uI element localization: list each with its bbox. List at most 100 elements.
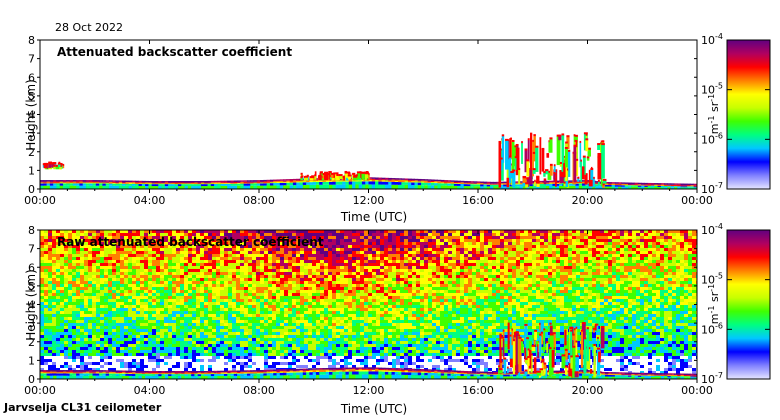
heatmap-cell [688,269,692,272]
heatmap-cell [348,275,352,278]
heatmap-cell [560,248,564,251]
heatmap-cell [224,260,228,263]
cloud-top-cell [600,140,603,143]
heatmap-cell [48,245,52,248]
heatmap-cell [272,290,276,293]
heatmap-cell [452,272,456,275]
boundary-layer-cell [191,182,195,184]
heatmap-cell [384,272,388,275]
boundary-layer-cell [76,182,80,184]
heatmap-cell [84,242,88,245]
cloud-cell [535,147,539,172]
boundary-layer-cell [240,185,245,189]
heatmap-cell [444,242,448,245]
heatmap-cell [284,290,288,293]
boundary-layer-cell [253,180,258,182]
heatmap-cell [400,287,404,290]
heatmap-cell [500,242,504,245]
heatmap-cell [500,263,504,266]
heatmap-cell [560,242,564,245]
heatmap-cell [404,245,408,248]
heatmap-cell [316,272,320,275]
boundary-layer-cell [292,182,297,186]
heatmap-cell [160,248,164,251]
boundary-layer-cell [401,180,406,183]
heatmap-cell [548,269,552,272]
heatmap-cell [308,230,312,233]
heatmap-cell [444,239,448,242]
heatmap-cell [180,248,184,251]
heatmap-cell [132,236,136,239]
heatmap-cell [588,245,592,248]
heatmap-cell [120,278,124,281]
boundary-layer-cell [476,181,481,183]
boundary-layer-cell [296,185,301,189]
heatmap-cell [272,272,276,275]
heatmap-cell [612,281,616,284]
heatmap-cell [316,239,320,242]
heatmap-cell [92,230,96,233]
heatmap-cell [100,290,104,293]
heatmap-cell [536,245,540,248]
cloud-top-cell [585,133,588,136]
heatmap-cell [280,233,284,236]
boundary-layer-cell [585,185,590,189]
heatmap-cell [352,281,356,284]
heatmap-cell [452,254,456,257]
heatmap-cell [388,266,392,269]
boundary-layer-cell [591,185,596,189]
boundary-layer-cell [214,183,218,186]
heatmap-cell [328,263,332,266]
heatmap-cell [48,233,52,236]
boundary-layer-cell [447,180,452,182]
heatmap-cell [596,275,600,278]
heatmap-cell [464,284,468,287]
cloud-cell [575,160,579,176]
heatmap-cell [256,230,260,233]
heatmap-cell [360,269,364,272]
heatmap-cell [544,242,548,245]
heatmap-cell [580,272,584,275]
boundary-layer-cell [151,180,156,183]
heatmap-cell [428,245,432,248]
heatmap-cell [244,254,248,257]
heatmap-cell [40,269,44,272]
heatmap-cell [216,251,220,254]
boundary-layer-cell [138,182,143,184]
boundary-layer-cell [568,181,573,183]
heatmap-cell [152,242,156,245]
heatmap-cell [292,281,296,284]
heatmap-cell [224,266,228,269]
heatmap-cell [380,266,384,269]
y-tick-label: 0 [28,183,35,196]
heatmap-cell [208,230,212,233]
heatmap-cell [468,266,472,269]
heatmap-cell [244,248,248,251]
heatmap-cell [664,257,668,260]
cloud-cell [328,172,330,180]
heatmap-cell [500,269,504,272]
heatmap-cell [108,290,112,293]
heatmap-cell [220,281,224,284]
heatmap-cell [548,290,552,293]
boundary-layer-cell [411,182,415,186]
heatmap-cell [144,263,148,266]
heatmap-cell [308,242,312,245]
heatmap-cell [232,254,236,257]
heatmap-cell [608,272,612,275]
boundary-layer-cell [539,186,544,189]
boundary-layer-cell [516,184,521,187]
heatmap-cell [484,230,488,233]
heatmap-cell [356,275,360,278]
heatmap-cell [460,281,464,284]
heatmap-cell [472,245,476,248]
boundary-layer-cell [148,184,153,187]
heatmap-cell [304,257,308,260]
heatmap-cell [372,275,376,278]
heatmap-cell [448,266,452,269]
heatmap-cell [564,269,568,272]
boundary-layer-cell [493,186,498,189]
boundary-layer-cell [223,183,228,186]
heatmap-cell [572,260,576,263]
heatmap-cell [180,269,184,272]
